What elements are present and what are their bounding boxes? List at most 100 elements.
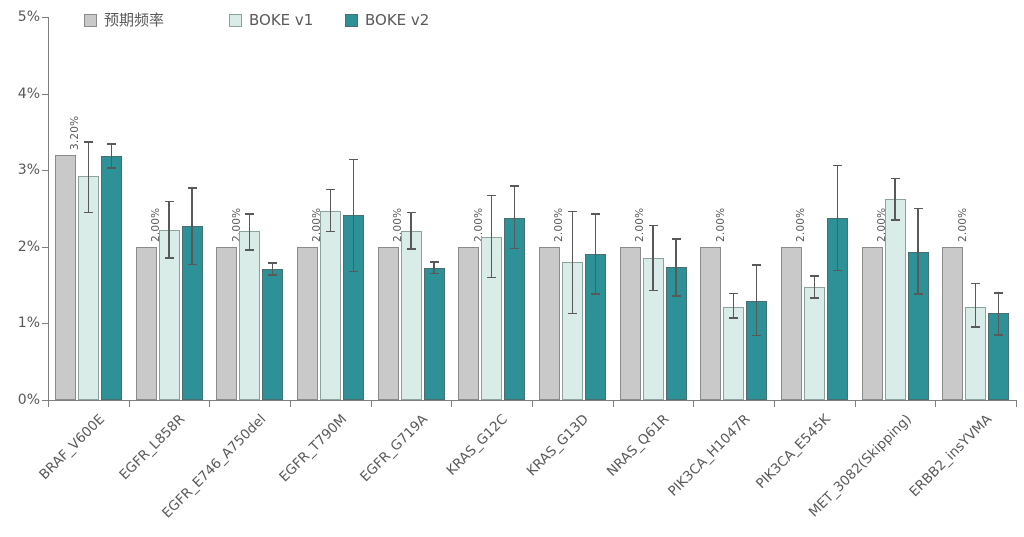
- error-bar-cap-bottom: [809, 297, 819, 299]
- error-bar-cap-bottom: [429, 272, 439, 275]
- x-tick-mark: [209, 401, 211, 407]
- error-bar-line: [813, 275, 816, 299]
- bar-boke-v1: [239, 231, 261, 400]
- error-bar-line: [168, 201, 170, 259]
- error-bar-cap-bottom: [510, 247, 520, 250]
- error-bar-line: [571, 211, 574, 314]
- error-bar-cap-top: [648, 224, 658, 227]
- y-axis: [48, 17, 49, 400]
- error-bar-cap-bottom: [994, 334, 1004, 336]
- x-tick-mark: [532, 401, 533, 407]
- bar-expected: [135, 246, 157, 400]
- error-bar-cap-top: [187, 187, 197, 189]
- bar-expected: [780, 246, 802, 400]
- legend-label: BOKE v1: [249, 11, 314, 29]
- y-axis-tick-label: 2%: [17, 238, 40, 255]
- bar-value-label: 2.00%: [956, 207, 969, 242]
- x-axis-label: PIK3CA_H1047R: [664, 411, 754, 500]
- legend-swatch-icon: [84, 13, 97, 27]
- bar-boke-v2: [100, 155, 122, 400]
- error-bar-line: [87, 141, 90, 213]
- legend-item: 预期频率: [84, 11, 164, 29]
- x-tick-mark: [693, 401, 695, 407]
- bar-boke-v1: [803, 287, 825, 400]
- error-bar-cap-top: [971, 282, 981, 285]
- legend-label: 预期频率: [104, 11, 165, 29]
- error-bar-cap-bottom: [245, 249, 255, 251]
- error-bar-cap-bottom: [648, 289, 658, 292]
- x-tick-mark: [370, 401, 372, 407]
- y-tick-mark: [42, 400, 48, 401]
- y-axis-tick-label: 5%: [17, 9, 40, 25]
- x-axis-label: EGFR_G719A: [356, 411, 431, 486]
- error-bar-line: [732, 293, 735, 319]
- x-tick-mark: [935, 401, 937, 407]
- error-bar-cap-bottom: [913, 293, 923, 296]
- error-bar-cap-bottom: [325, 230, 335, 233]
- error-bar-line: [594, 213, 597, 295]
- error-bar-cap-top: [567, 210, 577, 213]
- legend-swatch-icon: [345, 13, 358, 27]
- error-bar-cap-bottom: [406, 248, 416, 250]
- error-bar-line: [191, 187, 193, 265]
- error-bar-cap-top: [429, 261, 439, 263]
- error-bar-cap-top: [406, 211, 416, 214]
- bar-expected: [538, 246, 560, 400]
- error-bar-cap-top: [348, 158, 358, 161]
- bar-boke-v1: [400, 230, 422, 400]
- error-bar-cap-bottom: [567, 312, 577, 315]
- x-tick-mark: [48, 401, 49, 407]
- x-tick-mark: [128, 401, 130, 407]
- x-axis-label: ERBB2_insYVMA: [906, 411, 996, 501]
- y-tick-mark: [42, 246, 48, 248]
- error-bar-cap-bottom: [83, 211, 93, 214]
- error-bar-cap-top: [510, 185, 520, 188]
- error-bar-cap-bottom: [752, 334, 762, 337]
- error-bar-line: [997, 292, 1000, 335]
- error-bar-line: [675, 239, 677, 296]
- legend-item: BOKE v1: [229, 11, 313, 29]
- error-bar-cap-top: [164, 200, 174, 203]
- error-bar-cap-bottom: [590, 293, 600, 296]
- bar-boke-v1: [723, 306, 745, 400]
- x-tick-mark: [612, 401, 614, 407]
- error-bar-cap-top: [752, 264, 762, 266]
- x-axis: [48, 400, 1017, 401]
- legend-swatch-icon: [229, 13, 242, 27]
- x-axis-label: EGFR_L858R: [116, 411, 189, 484]
- error-bar-cap-top: [268, 262, 278, 264]
- error-bar-cap-bottom: [164, 257, 174, 260]
- x-axis-label: NRAS_Q61R: [604, 411, 673, 480]
- error-bar-cap-top: [245, 213, 255, 215]
- error-bar-cap-top: [832, 164, 842, 167]
- error-bar-cap-bottom: [348, 270, 358, 273]
- error-bar-cap-bottom: [671, 295, 681, 297]
- y-tick-mark: [42, 170, 48, 172]
- x-axis-label: KRAS_G12C: [443, 411, 512, 479]
- y-axis-tick-label: 0%: [17, 392, 40, 408]
- error-bar-cap-bottom: [890, 219, 900, 221]
- error-bar-line: [329, 189, 332, 232]
- x-tick-mark: [774, 401, 775, 407]
- bar-value-label: 2.00%: [714, 207, 727, 242]
- error-bar-line: [894, 178, 896, 220]
- error-bar-line: [433, 262, 435, 274]
- bar-boke-v2: [423, 268, 445, 400]
- error-bar-cap-top: [671, 238, 681, 240]
- bar-value-label: 3.20%: [69, 115, 82, 150]
- error-bar-cap-top: [913, 207, 923, 210]
- bar-value-label: 2.00%: [634, 207, 646, 242]
- x-axis-label: KRAS_G13D: [523, 411, 592, 480]
- error-bar-line: [836, 165, 839, 271]
- error-bar-cap-top: [325, 188, 335, 191]
- bar-expected: [296, 246, 318, 400]
- y-axis-tick-label: 1%: [17, 315, 40, 332]
- error-bar-cap-bottom: [187, 263, 197, 266]
- error-bar-line: [755, 265, 758, 336]
- error-bar-line: [974, 283, 977, 328]
- bar-expected: [54, 154, 76, 400]
- error-bar-line: [352, 159, 355, 272]
- error-bar-line: [410, 212, 412, 250]
- error-bar-line: [917, 208, 919, 295]
- legend-label: BOKE v2: [365, 11, 430, 29]
